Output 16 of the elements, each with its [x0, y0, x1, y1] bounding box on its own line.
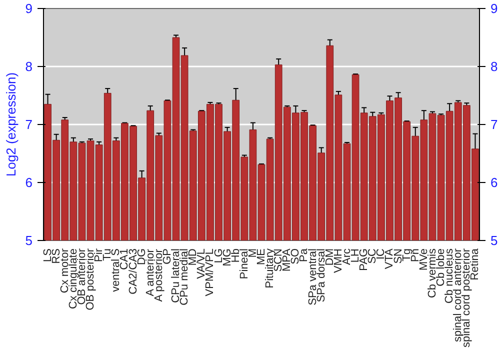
y-tick-label: 8 [25, 59, 33, 74]
y2-tick-label: 8 [490, 59, 498, 74]
y2-tick-label: 5 [490, 233, 498, 248]
y-tick-label: 7 [25, 117, 33, 132]
x-tick-label: Tg [400, 248, 413, 262]
y-tick-label: 5 [25, 233, 33, 248]
y2-tick-label: 9 [490, 1, 498, 16]
y2-tick-label: 6 [490, 175, 498, 190]
y2-tick-label: 7 [490, 117, 498, 132]
y-tick-label: 9 [25, 1, 33, 16]
x-tick-label: Retina [469, 248, 482, 280]
y-axis-title: Log2 (expression) [3, 72, 18, 177]
y-tick-label: 6 [25, 175, 33, 190]
x-tick-label: RS [50, 248, 62, 264]
x-tick-label: A posterior [152, 248, 165, 302]
x-tick-label: OB posterior [84, 248, 97, 310]
